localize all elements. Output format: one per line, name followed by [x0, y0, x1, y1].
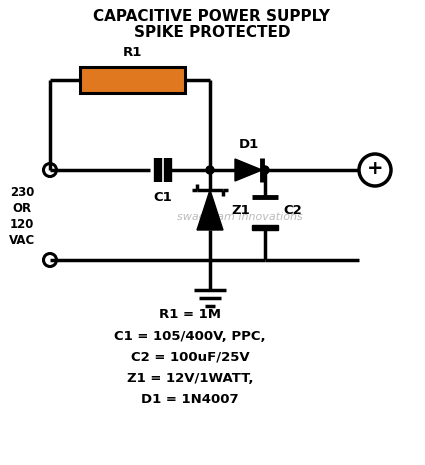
Text: Z1: Z1: [231, 204, 250, 217]
Text: swagatam innovations: swagatam innovations: [177, 212, 303, 222]
Text: C2: C2: [283, 205, 302, 218]
Text: +: +: [367, 159, 383, 179]
Text: D1 = 1N4007: D1 = 1N4007: [141, 392, 239, 405]
Text: CAPACITIVE POWER SUPPLY: CAPACITIVE POWER SUPPLY: [94, 9, 331, 25]
Circle shape: [206, 166, 214, 174]
Text: R1 = 1M: R1 = 1M: [159, 308, 221, 321]
Text: SPIKE PROTECTED: SPIKE PROTECTED: [134, 26, 290, 40]
Text: C2 = 100uF/25V: C2 = 100uF/25V: [130, 351, 249, 364]
Text: C1 = 105/400V, PPC,: C1 = 105/400V, PPC,: [114, 330, 266, 343]
Bar: [252, 225, 278, 230]
Text: D1: D1: [238, 138, 259, 151]
Polygon shape: [197, 190, 223, 230]
Text: C1: C1: [153, 191, 173, 204]
Text: R1: R1: [123, 46, 142, 59]
Text: 230
OR
120
VAC: 230 OR 120 VAC: [9, 186, 35, 247]
Polygon shape: [235, 159, 262, 181]
Circle shape: [261, 166, 269, 174]
FancyBboxPatch shape: [80, 67, 185, 93]
Text: Z1 = 12V/1WATT,: Z1 = 12V/1WATT,: [127, 372, 253, 385]
